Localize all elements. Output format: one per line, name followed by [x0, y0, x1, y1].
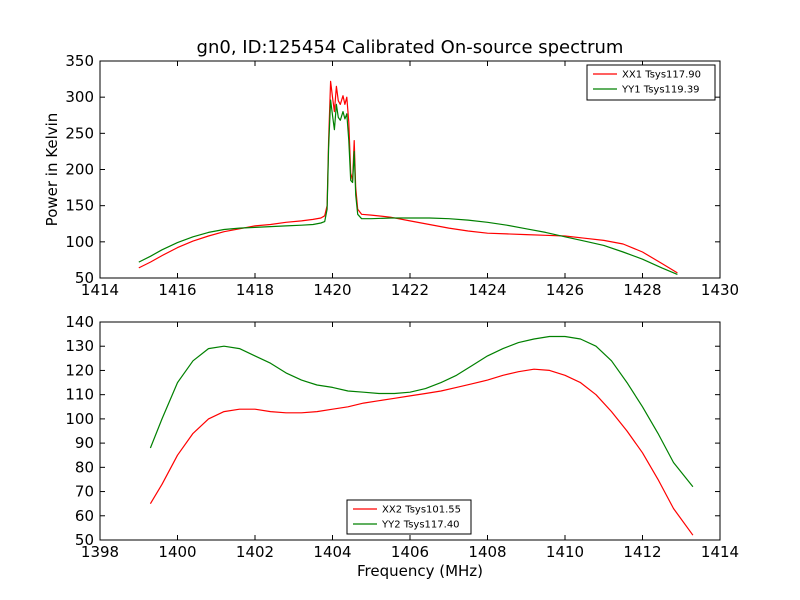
x-tick-label: 1414	[701, 543, 739, 561]
y-tick-label: 120	[65, 361, 94, 379]
x-tick-label: 1414	[81, 281, 119, 299]
y-tick-label: 80	[75, 458, 94, 476]
y-tick-label: 130	[65, 337, 94, 355]
x-tick-label: 1398	[81, 543, 119, 561]
x-tick-label: 1406	[391, 543, 429, 561]
y-tick-label: 200	[65, 161, 94, 179]
legend-box	[346, 499, 472, 535]
plot-panel-2: 1398 1400 1402 1404 1406 1408 1410 1412 1414 50 60…	[65, 313, 739, 580]
y-tick-label: 100	[65, 410, 94, 428]
x-tick-label: 1408	[468, 543, 506, 561]
y-tick-label: 300	[65, 88, 94, 106]
x-tick-label: 1412	[623, 543, 661, 561]
y-axis-label: Power in Kelvin	[43, 113, 61, 227]
legend-label: YY1 Tsys119.39	[621, 85, 700, 96]
y-tick-label: 70	[75, 483, 94, 501]
y-tick-label: 150	[65, 197, 94, 215]
x-tick-label: 1428	[623, 281, 661, 299]
y-tick-label: 50	[75, 269, 94, 287]
y-tick-label: 60	[75, 507, 94, 525]
legend: XX2 Tsys101.55 YY2 Tsys117.40	[346, 499, 472, 535]
plots: 1414 1416 1418 1420 1422 1424 1426 1428 1430 50 10…	[43, 52, 739, 580]
series-line-1-2	[138, 99, 678, 275]
y-tick-label: 50	[75, 531, 94, 549]
plot-panel-1: 1414 1416 1418 1420 1422 1424 1426 1428 1430 50 10…	[43, 52, 739, 299]
series-line-2-1	[149, 368, 694, 536]
x-axis-label: Frequency (MHz)	[357, 562, 483, 580]
x-tick-label: 1402	[236, 543, 274, 561]
y-tick-label: 250	[65, 124, 94, 142]
legend-box	[586, 64, 716, 101]
y-tick-label: 350	[65, 52, 94, 70]
x-tick-label: 1430	[701, 281, 739, 299]
legend-label: YY2 Tsys117.40	[381, 520, 460, 531]
legend-label: XX2 Tsys101.55	[382, 505, 461, 516]
y-tick-label: 140	[65, 313, 94, 331]
x-tick-label: 1418	[236, 281, 274, 299]
x-tick-label: 1400	[158, 543, 196, 561]
legend: XX1 Tsys117.90 YY1 Tsys119.39	[586, 64, 716, 101]
x-tick-label: 1422	[391, 281, 429, 299]
series-line-2-2	[149, 335, 694, 488]
y-tick-label: 90	[75, 434, 94, 452]
x-tick-label: 1410	[546, 543, 584, 561]
x-tick-label: 1420	[313, 281, 351, 299]
x-tick-label: 1416	[158, 281, 196, 299]
x-tick-label: 1426	[546, 281, 584, 299]
y-tick-label: 110	[65, 386, 94, 404]
y-tick-label: 100	[65, 233, 94, 251]
legend-label: XX1 Tsys117.90	[622, 70, 701, 81]
figure-title: gn0, ID:125454 Calibrated On-source spec…	[197, 37, 624, 58]
x-tick-label: 1404	[313, 543, 351, 561]
series-line-1-1	[138, 80, 678, 274]
x-tick-label: 1424	[468, 281, 506, 299]
